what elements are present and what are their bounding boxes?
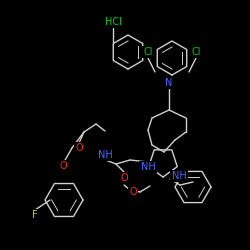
Text: F: F [32, 210, 38, 220]
Text: N: N [165, 78, 173, 88]
Text: O: O [59, 161, 67, 171]
Text: Cl: Cl [191, 47, 201, 57]
Text: NH: NH [98, 150, 112, 160]
Text: Cl: Cl [143, 47, 153, 57]
Text: NH: NH [140, 162, 156, 172]
Text: O: O [75, 143, 83, 153]
Text: NH: NH [172, 171, 186, 181]
Text: HCl: HCl [104, 17, 122, 27]
Text: O: O [120, 173, 128, 183]
Text: O: O [129, 187, 137, 197]
